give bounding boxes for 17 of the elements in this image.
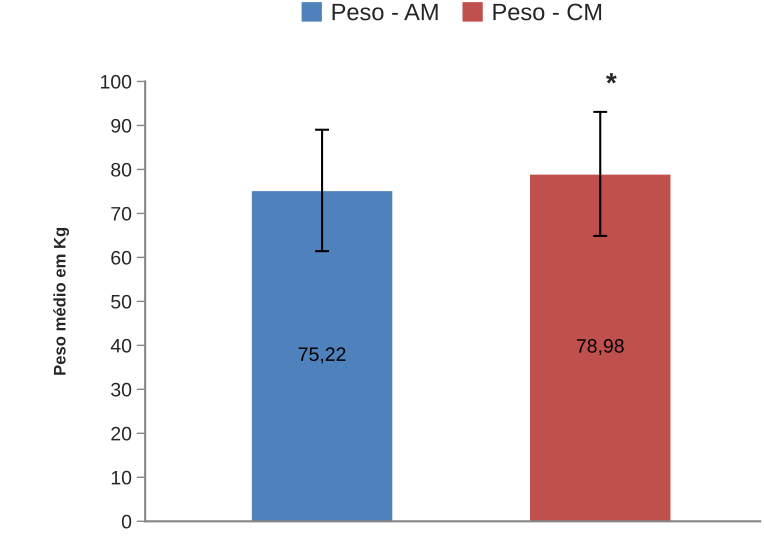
y-axis-title: Peso médio em Kg bbox=[53, 228, 69, 375]
y-tick-label: 20 bbox=[111, 426, 132, 441]
y-tick-label: 0 bbox=[122, 514, 132, 529]
y-tick-label: 10 bbox=[112, 470, 132, 485]
y-tick-label: 50 bbox=[111, 294, 132, 309]
legend-label: Peso - CM bbox=[493, 4, 602, 20]
y-tick-label: 30 bbox=[111, 382, 132, 397]
y-tick-label: 90 bbox=[111, 118, 132, 133]
legend-label: Peso - AM bbox=[332, 4, 438, 20]
data-label: 75,22 bbox=[298, 347, 346, 364]
y-tick-label: 60 bbox=[111, 250, 132, 265]
y-tick-label: 40 bbox=[110, 338, 132, 353]
y-tick-label: 70 bbox=[111, 206, 132, 221]
data-label: 78,98 bbox=[576, 339, 624, 356]
y-tick-label: 80 bbox=[111, 162, 132, 177]
y-tick-label: 100 bbox=[101, 74, 132, 89]
annotation: * bbox=[606, 73, 617, 84]
